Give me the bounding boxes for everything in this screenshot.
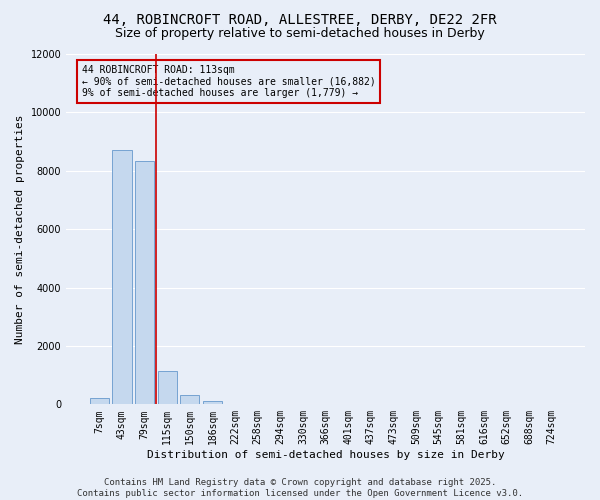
Bar [112,150,131,404]
Text: 44 ROBINCROFT ROAD: 113sqm
← 90% of semi-detached houses are smaller (16,882)
9%: 44 ROBINCROFT ROAD: 113sqm ← 90% of semi… [82,64,376,98]
Text: Contains HM Land Registry data © Crown copyright and database right 2025.
Contai: Contains HM Land Registry data © Crown c… [77,478,523,498]
Text: Size of property relative to semi-detached houses in Derby: Size of property relative to semi-detach… [115,28,485,40]
Bar [135,160,154,404]
Bar [90,398,109,404]
Bar [180,394,199,404]
Text: 44, ROBINCROFT ROAD, ALLESTREE, DERBY, DE22 2FR: 44, ROBINCROFT ROAD, ALLESTREE, DERBY, D… [103,12,497,26]
Bar [158,371,177,404]
Bar [203,401,222,404]
X-axis label: Distribution of semi-detached houses by size in Derby: Distribution of semi-detached houses by … [147,450,505,460]
Y-axis label: Number of semi-detached properties: Number of semi-detached properties [15,114,25,344]
